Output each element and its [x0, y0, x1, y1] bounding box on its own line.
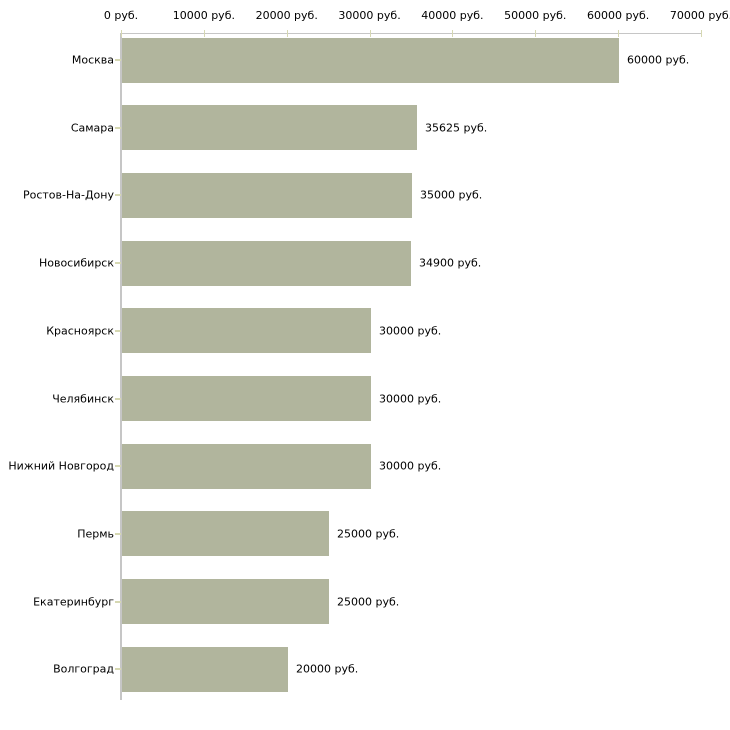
- x-tick-mark: [203, 30, 205, 37]
- value-label: 30000 руб.: [379, 392, 442, 405]
- bar: [122, 376, 371, 421]
- y-tick-mark: [115, 465, 121, 468]
- x-tick-label: 70000 руб.: [669, 9, 730, 22]
- y-tick-mark: [115, 126, 121, 129]
- value-label: 30000 руб.: [379, 459, 442, 473]
- y-axis-line: [120, 33, 122, 700]
- value-label: 35000 руб.: [420, 188, 483, 202]
- bar: [122, 37, 619, 83]
- x-tick-mark: [286, 30, 288, 37]
- category-label: Самара: [70, 121, 114, 135]
- category-label: Ростов-На-Дону: [22, 188, 114, 202]
- x-tick-mark: [701, 30, 702, 37]
- category-label: Пермь: [77, 527, 114, 541]
- value-label: 25000 руб.: [337, 595, 400, 609]
- y-tick-mark: [115, 532, 121, 535]
- bar: [122, 105, 417, 151]
- x-tick-mark: [369, 30, 371, 37]
- x-tick-label: 30000 руб.: [338, 9, 401, 22]
- bar: [122, 308, 371, 354]
- x-tick-mark: [452, 30, 454, 37]
- y-tick-mark: [115, 262, 121, 265]
- value-label: 25000 руб.: [337, 527, 400, 541]
- x-axis-line: [120, 33, 702, 34]
- category-label: Волгоград: [53, 662, 114, 676]
- value-label: 35625 руб.: [425, 121, 488, 135]
- y-tick-mark: [115, 59, 121, 61]
- value-label: 30000 руб.: [379, 324, 442, 338]
- y-tick-mark: [115, 397, 121, 400]
- x-tick-label: 40000 руб.: [421, 9, 484, 22]
- bar: [122, 240, 411, 286]
- value-label: 20000 руб.: [296, 662, 359, 676]
- y-tick-mark: [115, 329, 121, 332]
- bar: [122, 646, 288, 692]
- x-tick-label: 10000 руб.: [172, 9, 235, 22]
- x-tick-label: 60000 руб.: [587, 9, 650, 22]
- x-tick-mark: [121, 30, 122, 37]
- x-tick-label: 0 руб.: [103, 9, 139, 22]
- y-tick-mark: [115, 194, 121, 197]
- value-label: 60000 руб.: [627, 53, 690, 67]
- category-label: Нижний Новгород: [8, 459, 114, 473]
- y-tick-mark: [115, 668, 121, 671]
- category-label: Челябинск: [52, 392, 114, 405]
- bar: [122, 172, 412, 218]
- x-tick-mark: [618, 30, 620, 37]
- category-label: Екатеринбург: [33, 595, 114, 609]
- category-label: Новосибирск: [38, 256, 114, 270]
- y-tick-mark: [115, 600, 121, 603]
- category-label: Москва: [71, 53, 114, 67]
- bar: [122, 511, 329, 557]
- x-tick-label: 20000 руб.: [255, 9, 318, 22]
- category-label: Красноярск: [46, 324, 114, 338]
- value-label: 34900 руб.: [419, 256, 482, 270]
- bar: [122, 443, 371, 489]
- x-tick-mark: [535, 30, 537, 37]
- x-tick-label: 50000 руб.: [504, 9, 567, 22]
- bar: [122, 579, 329, 625]
